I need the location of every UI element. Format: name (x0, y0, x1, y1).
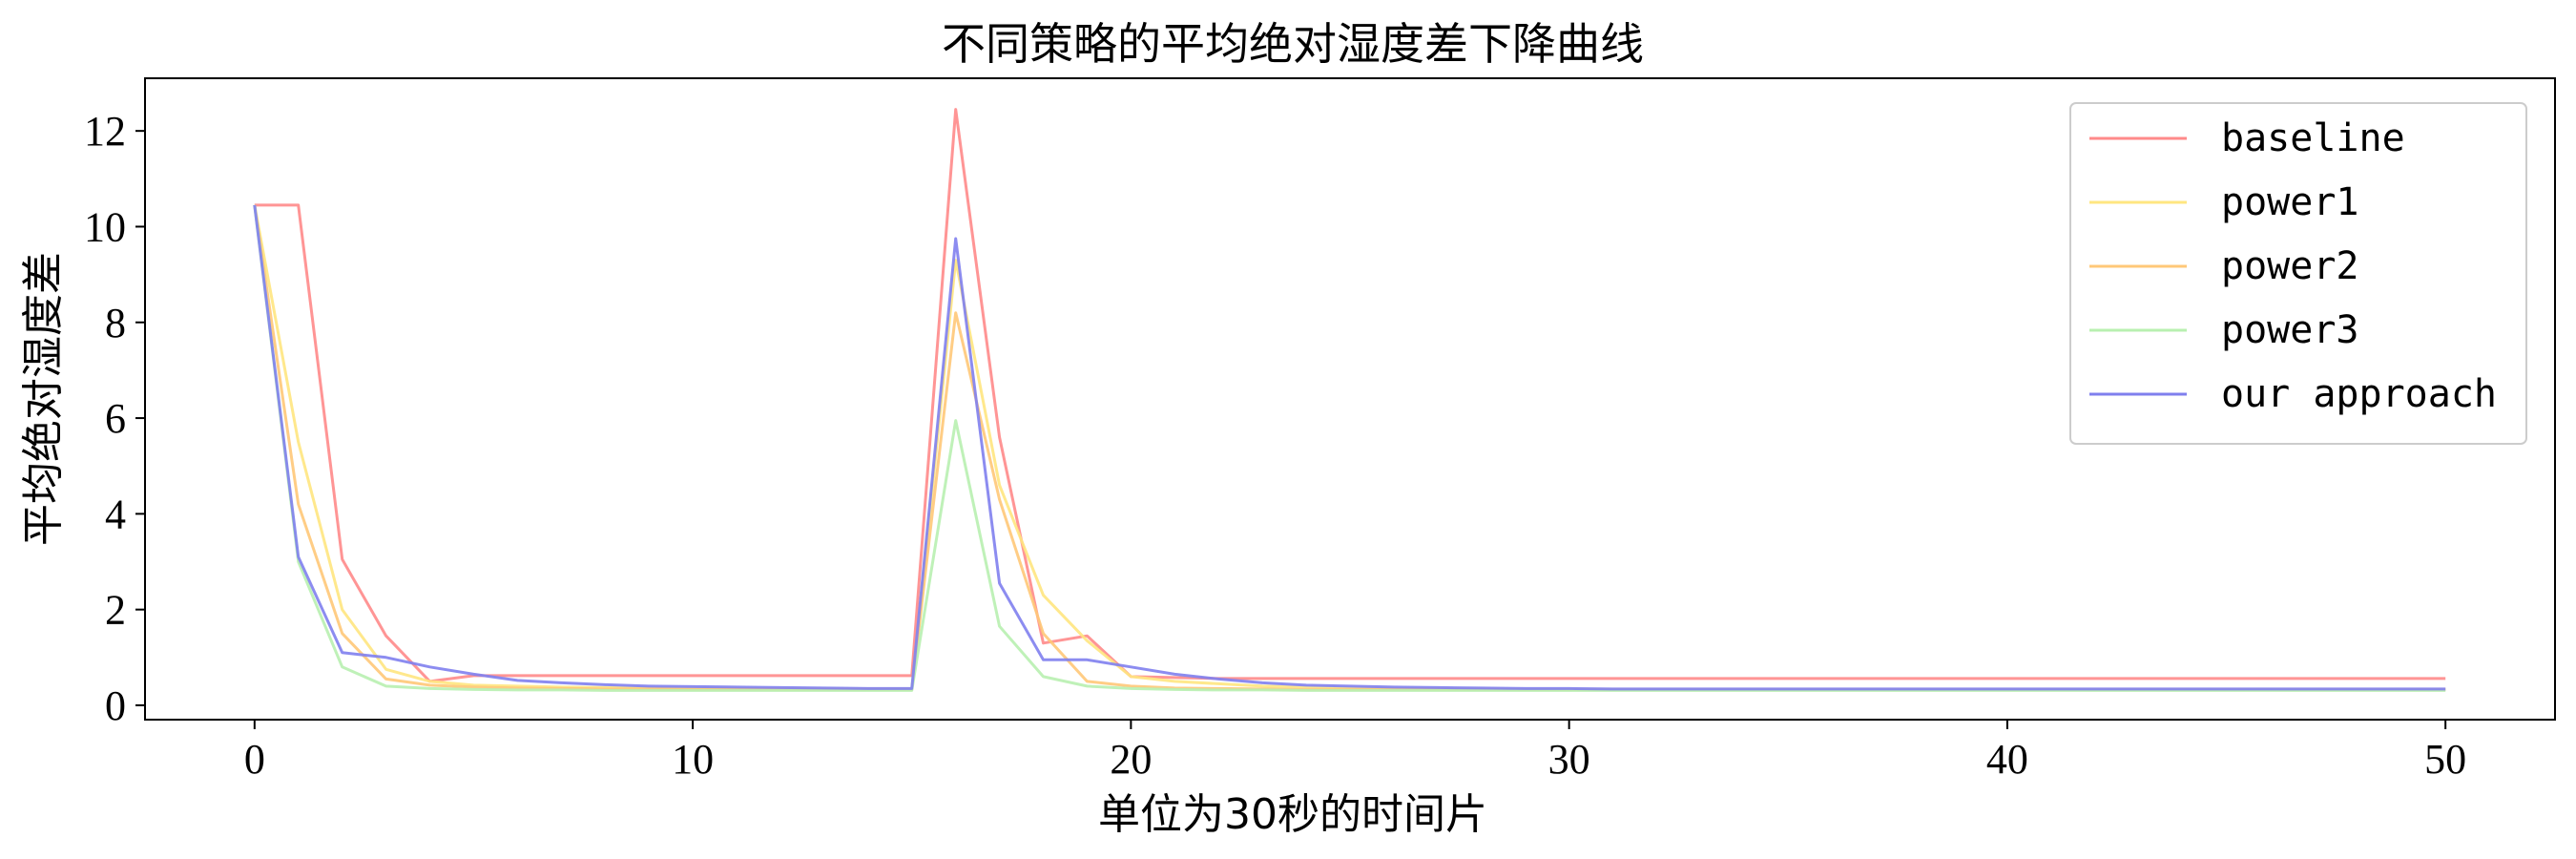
y-tick-label: 2 (105, 587, 126, 634)
y-tick-label: 0 (105, 682, 126, 729)
legend-label: power3 (2221, 308, 2359, 352)
x-axis-label: 单位为30秒的时间片 (1098, 790, 1487, 839)
y-tick-label: 12 (84, 108, 126, 155)
legend-label: our approach (2221, 372, 2497, 416)
y-tick-label: 10 (84, 203, 126, 250)
y-tick-label: 8 (105, 300, 126, 346)
plot-frame (144, 77, 2556, 721)
legend-label: power2 (2221, 244, 2359, 288)
x-axis: 0 10 20 30 40 50 (244, 720, 2466, 783)
y-axis: 0 2 4 6 8 10 12 (84, 108, 145, 729)
x-tick-label: 40 (1986, 736, 2028, 783)
series-line-our-approach (253, 204, 2446, 691)
chart-title: 不同策略的平均绝对湿度差下降曲线 (942, 18, 1644, 70)
legend-label: baseline (2221, 116, 2405, 160)
y-tick-label: 6 (105, 395, 126, 442)
x-tick-label: 0 (244, 736, 265, 783)
legend-label: power1 (2221, 180, 2359, 224)
x-tick-label: 30 (1548, 736, 1590, 783)
legend-box (2069, 102, 2527, 445)
plot-area (253, 108, 2446, 692)
series-line-baseline (254, 108, 2446, 683)
x-tick-label: 20 (1110, 736, 1152, 783)
y-axis-label: 平均绝对湿度差 (19, 252, 68, 546)
x-tick-label: 10 (672, 736, 714, 783)
legend: baseline power1 power2 power3 our approach (2069, 102, 2527, 445)
y-tick-label: 4 (105, 491, 126, 537)
x-tick-label: 50 (2424, 736, 2466, 783)
